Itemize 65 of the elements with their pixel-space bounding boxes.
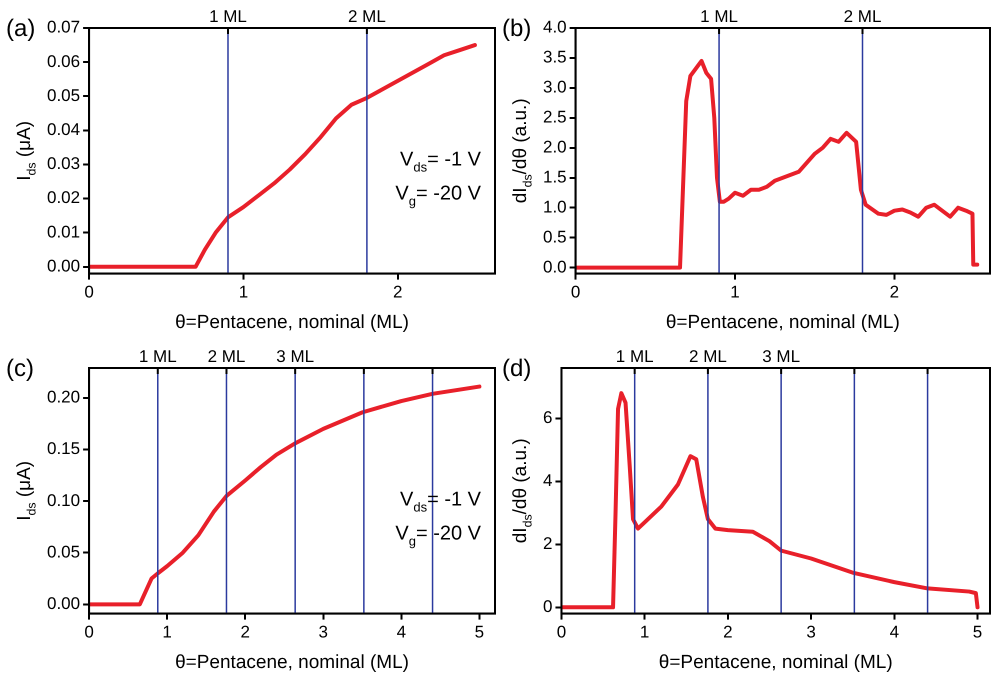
x-tick-label: 5 xyxy=(474,622,484,642)
y-tick-label: 0.05 xyxy=(46,86,80,105)
ref-line-label: 2 ML xyxy=(348,7,386,26)
y-tick-label: 0 xyxy=(542,596,552,616)
x-tick-label: 2 xyxy=(393,282,402,302)
y-tick-label: 0.02 xyxy=(46,188,80,208)
x-tick-label: 5 xyxy=(972,622,982,642)
ref-line-label: 2 ML xyxy=(208,347,246,366)
y-tick-label: 0.03 xyxy=(46,154,80,174)
chart-title: (d) xyxy=(502,355,532,382)
x-tick-label: 3 xyxy=(806,622,816,642)
y-tick-label: 6 xyxy=(542,408,552,428)
y-tick-label: 0.00 xyxy=(46,594,80,613)
ref-line-label: 2 ML xyxy=(689,347,727,366)
y-axis-title: Ids (μA) xyxy=(14,460,39,521)
y-axis-title: Ids (μA) xyxy=(14,120,39,181)
x-axis-title: θ=Pentacene, nominal (ML) xyxy=(666,312,900,333)
x-tick-label: 3 xyxy=(318,622,328,642)
ref-line-label: 1 ML xyxy=(616,347,654,366)
y-tick-label: 0.01 xyxy=(46,222,80,242)
y-tick-label: 0.05 xyxy=(46,542,80,562)
x-tick-label: 2 xyxy=(240,622,250,642)
x-tick-label: 0 xyxy=(84,622,94,642)
x-tick-label: 2 xyxy=(723,622,733,642)
y-tick-label: 2 xyxy=(542,534,552,554)
y-tick-label: 0.04 xyxy=(46,120,80,140)
x-tick-label: 4 xyxy=(396,622,406,642)
y-tick-label: 0.07 xyxy=(46,18,80,37)
ref-line-label: 3 ML xyxy=(762,347,800,366)
x-tick-label: 1 xyxy=(640,622,650,642)
y-axis-title: dIds/dθ (a.u.) xyxy=(510,438,535,544)
ref-line-label: 1 ML xyxy=(209,7,247,26)
ref-line-label: 1 ML xyxy=(700,7,738,26)
y-tick-label: 3.0 xyxy=(542,78,567,97)
ref-line-label: 3 ML xyxy=(276,347,314,366)
y-tick-label: 0.15 xyxy=(46,439,80,458)
y-tick-label: 4.0 xyxy=(542,18,567,37)
y-tick-label: 0.20 xyxy=(46,388,80,407)
x-tick-label: 0 xyxy=(570,282,580,302)
y-tick-label: 0.00 xyxy=(46,256,80,276)
y-tick-label: 1.0 xyxy=(542,197,567,216)
x-tick-label: 1 xyxy=(162,622,172,642)
x-tick-label: 1 xyxy=(730,282,740,302)
x-axis-title: θ=Pentacene, nominal (ML) xyxy=(658,652,893,673)
x-tick-label: 2 xyxy=(890,282,900,302)
y-axis-title: dIds/dθ (a.u.) xyxy=(510,98,535,204)
y-tick-label: 0.10 xyxy=(46,490,80,510)
ref-line-label: 2 ML xyxy=(844,7,882,26)
x-tick-label: 4 xyxy=(890,622,900,642)
y-tick-label: 0.5 xyxy=(542,227,567,246)
y-tick-label: 3.5 xyxy=(542,48,567,67)
x-axis-title: θ=Pentacene, nominal (ML) xyxy=(175,312,410,333)
y-tick-label: 0.06 xyxy=(46,52,80,71)
x-axis-title: θ=Pentacene, nominal (ML) xyxy=(175,652,410,673)
ref-line-label: 1 ML xyxy=(138,347,177,366)
y-tick-label: 0.0 xyxy=(542,257,567,276)
x-tick-label: 0 xyxy=(84,282,94,302)
y-tick-label: 4 xyxy=(542,471,552,490)
y-tick-label: 1.5 xyxy=(542,167,567,186)
x-tick-label: 1 xyxy=(238,282,248,302)
y-tick-label: 2.5 xyxy=(542,108,567,127)
chart-title: (b) xyxy=(502,15,532,42)
chart-title: (c) xyxy=(6,355,34,382)
y-tick-label: 2.0 xyxy=(542,137,567,156)
chart-title: (a) xyxy=(6,15,36,42)
